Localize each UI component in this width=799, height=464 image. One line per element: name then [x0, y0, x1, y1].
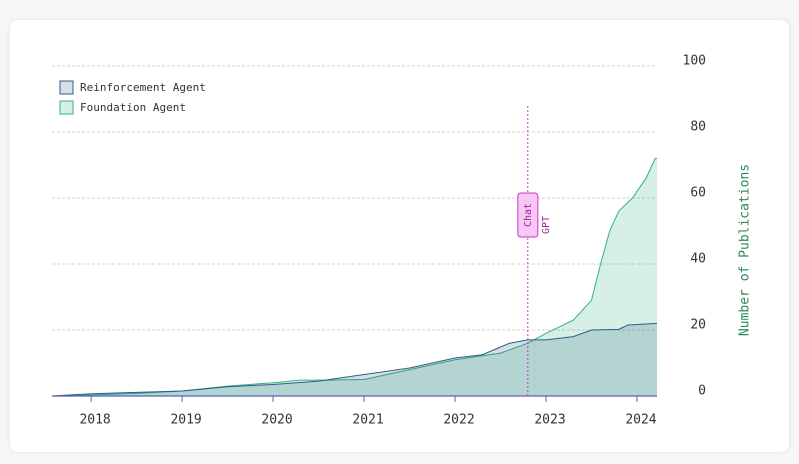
x-tick-label: 2021 [352, 413, 383, 428]
y-axis-label: Number of Publications [738, 164, 753, 336]
y-tick-label: 20 [690, 318, 706, 333]
y-tick-label: 80 [690, 120, 706, 135]
y-tick-label: 0 [698, 384, 706, 399]
annotation-box [517, 192, 539, 238]
x-tick-label: 2019 [170, 413, 201, 428]
legend-label: Reinforcement Agent [80, 81, 206, 94]
annotation-text: Chat [523, 203, 534, 227]
x-tick-label: 2018 [79, 413, 110, 428]
area-line [51, 322, 658, 397]
area-fill [52, 323, 657, 396]
y-tick-label: 60 [690, 186, 706, 201]
legend-label: Foundation Agent [80, 101, 186, 114]
legend-swatch [59, 80, 74, 95]
legend-swatch [59, 100, 74, 115]
x-tick-label: 2023 [534, 413, 565, 428]
card [10, 20, 789, 452]
y-tick-label: 40 [690, 252, 706, 267]
x-tick-label: 2024 [625, 413, 656, 428]
area-fill [52, 158, 657, 396]
annotation-text: GPT [541, 216, 552, 234]
x-tick-label: 2020 [261, 413, 292, 428]
x-tick-label: 2022 [443, 413, 474, 428]
y-tick-label: 100 [683, 54, 706, 69]
